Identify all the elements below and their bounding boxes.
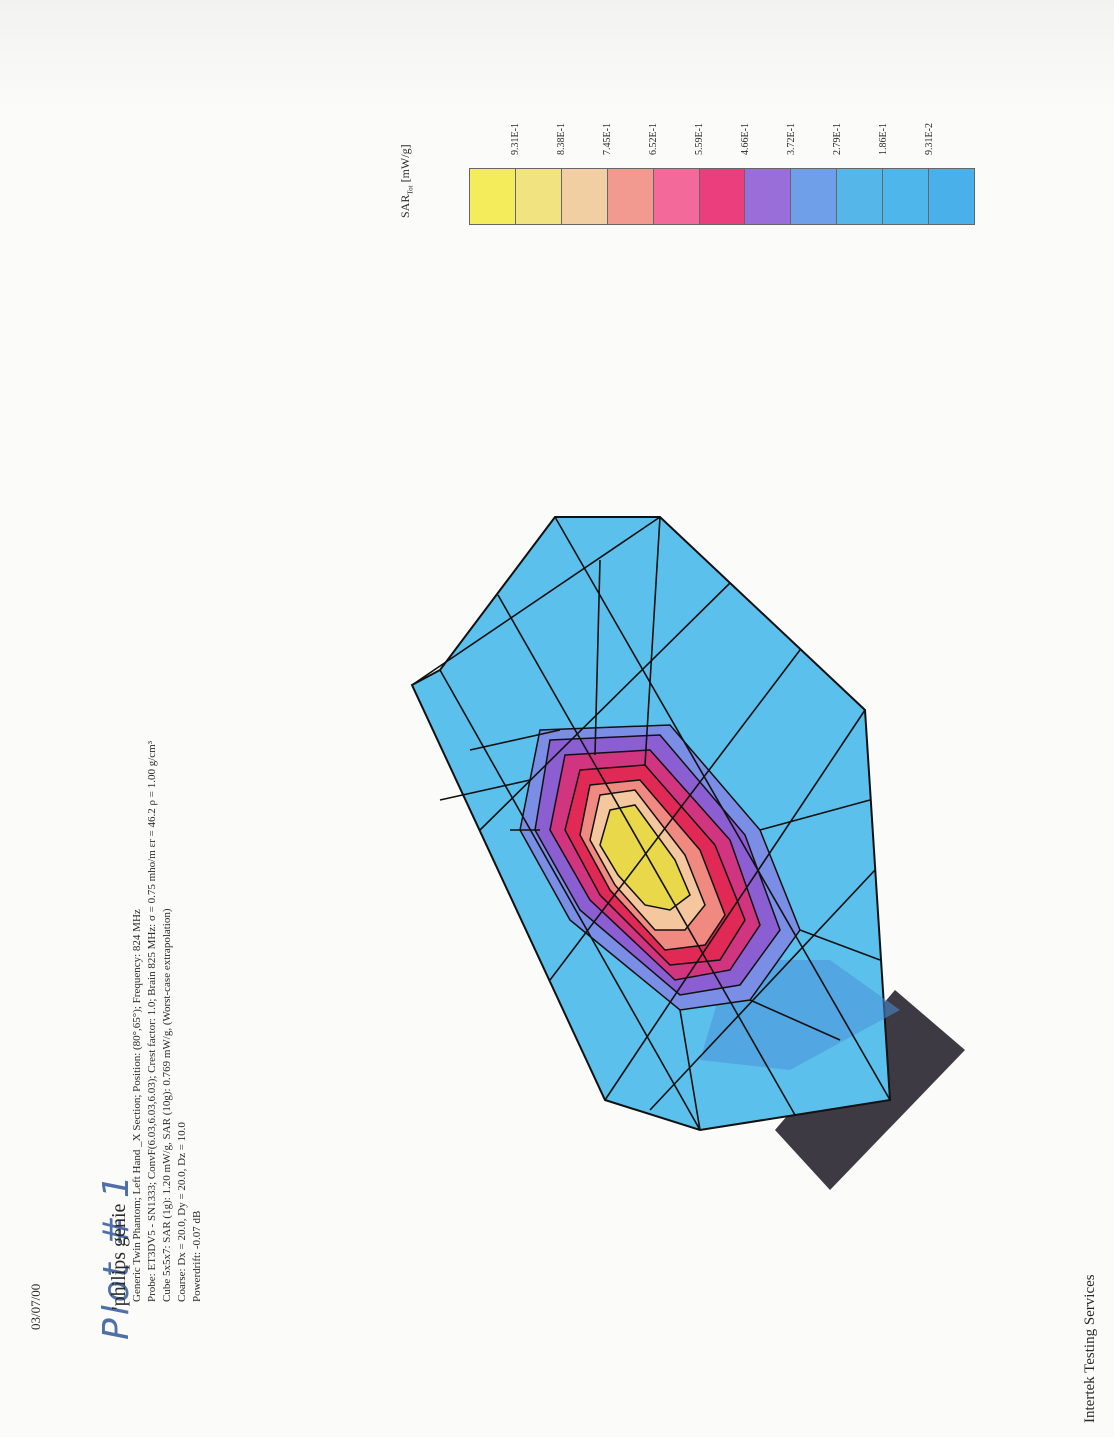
legend-label: 3.72E-1: [786, 123, 797, 155]
legend-label: 9.31E-2: [924, 123, 935, 155]
legend-title: SARTot [mW/g]: [398, 144, 414, 218]
sar-peak-core: [599, 804, 691, 911]
legend-label: 7.45E-1: [602, 123, 613, 155]
meta-line-probe: Probe: ET3DV5 - SN1333; ConvF(6.03,6.03,…: [146, 740, 158, 1302]
legend-label: 4.66E-1: [740, 123, 751, 155]
footer-company: Intertek Testing Services: [1082, 1274, 1098, 1423]
legend-title-sub: Tot: [406, 185, 415, 195]
legend-label: 9.31E-1: [510, 123, 521, 155]
report-date: 03/07/00: [28, 1283, 43, 1330]
color-scale-cell: [561, 169, 608, 224]
color-scale-cell: [791, 169, 838, 224]
meta-line-powerdrift: Powerdrift: -0.07 dB: [191, 1210, 203, 1302]
sar-color-scale: [469, 168, 975, 225]
color-scale-cell: [653, 169, 700, 224]
color-scale-cell: [699, 169, 746, 224]
color-scale-cell: [745, 169, 792, 224]
meta-line-cube: Cube 5x5x7: SAR (1g): 1.20 mW/g, SAR (10…: [161, 908, 173, 1302]
legend-title-unit: [mW/g]: [398, 144, 412, 183]
scan-background-noise: [0, 0, 1114, 110]
sar-distribution-plot: [410, 516, 965, 1190]
legend-label: 8.38E-1: [556, 123, 567, 155]
color-scale-cell: [607, 169, 654, 224]
legend-label: 6.52E-1: [648, 123, 659, 155]
legend-label: 5.59E-1: [694, 123, 705, 155]
legend-label: 2.79E-1: [832, 123, 843, 155]
title-text: philips genie: [108, 1203, 130, 1307]
sar-mesh-grid: [411, 516, 891, 1131]
report-title: 'philips genie: [108, 1204, 131, 1310]
title-bullet: ': [108, 1306, 130, 1310]
color-scale-cell: [883, 169, 930, 224]
legend-title-main: SAR: [398, 194, 412, 218]
color-scale-cell: [470, 169, 516, 224]
color-scale-cell: [515, 169, 562, 224]
color-scale-cell: [929, 169, 974, 224]
meta-line-phantom: Generic Twin Phantom; Left Hand _X Secti…: [131, 909, 143, 1302]
legend-label: 1.86E-1: [878, 123, 889, 155]
meta-line-coarse: Coarse: Dx = 20.0, Dy = 20.0, Dz = 10.0: [176, 1122, 188, 1302]
color-scale-cell: [837, 169, 884, 224]
